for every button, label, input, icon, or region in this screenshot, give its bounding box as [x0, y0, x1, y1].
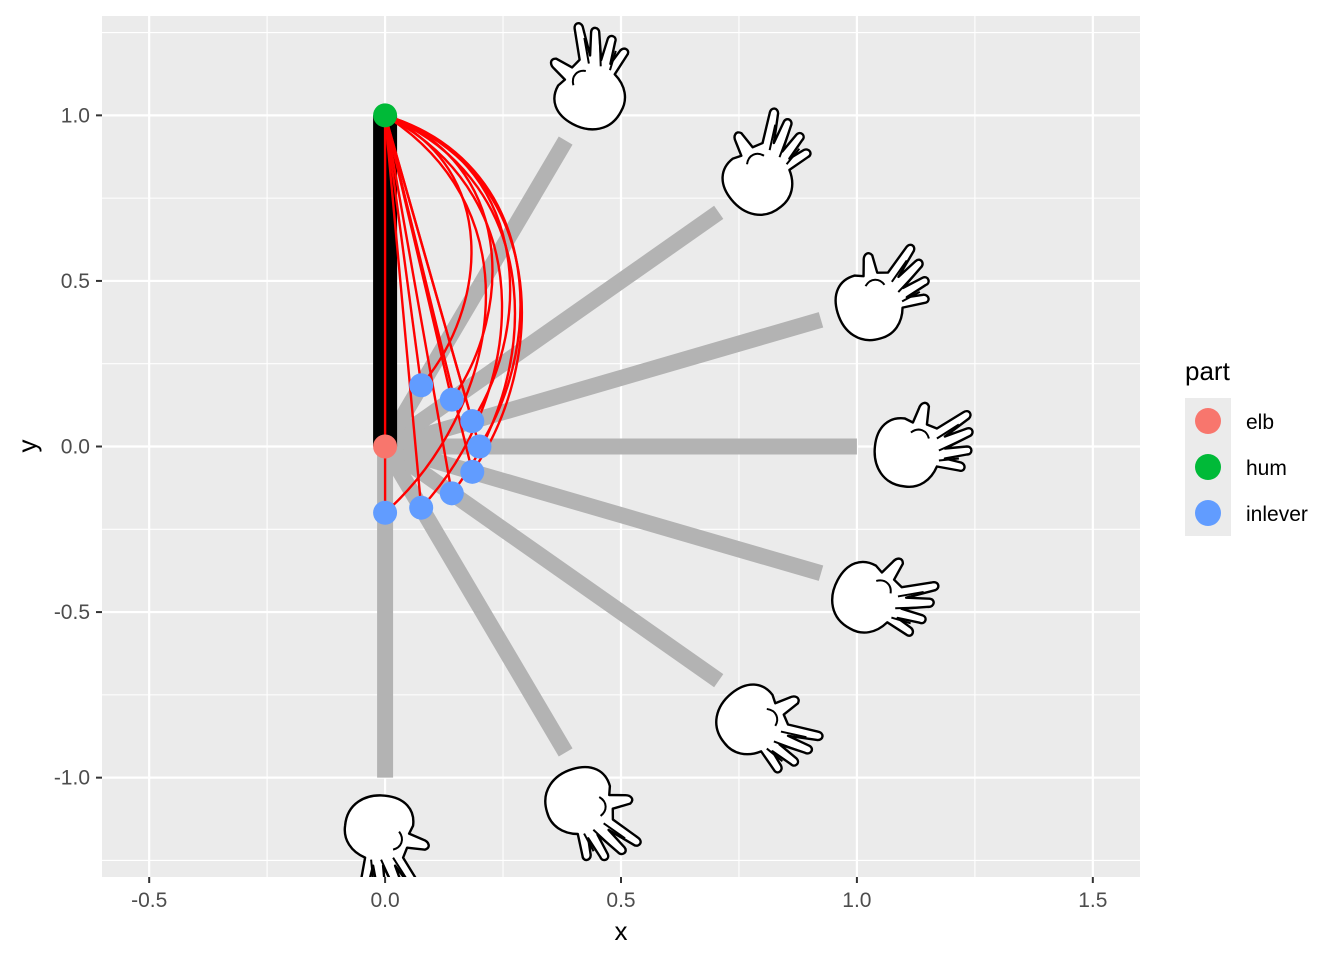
legend-label-inlever: inlever: [1246, 503, 1308, 526]
y-tick-label: 1.0: [61, 104, 90, 127]
muscle-curve: [384, 114, 512, 422]
y-axis: -1.0 -0.5 0.0 0.5 1.0: [54, 104, 102, 790]
forearm-line: [380, 205, 724, 454]
legend-title: part: [1185, 356, 1231, 386]
muscle-line: [383, 115, 453, 494]
muscle-curve: [384, 114, 494, 401]
point-inlever: [439, 481, 464, 506]
forearm-line: [382, 438, 824, 581]
y-tick-label: 0.0: [61, 436, 90, 459]
x-tick-label: 0.5: [606, 889, 635, 912]
y-tick-label: -1.0: [54, 767, 90, 790]
x-tick-label: 1.5: [1078, 889, 1107, 912]
point-inlever: [409, 373, 434, 398]
legend-label-hum: hum: [1246, 457, 1287, 480]
legend-key-elb: [1195, 408, 1221, 434]
legend: part elb hum inlever: [1185, 356, 1308, 536]
y-axis-title: y: [12, 440, 42, 453]
x-tick-label: 0.0: [370, 889, 399, 912]
point-inlever: [439, 387, 464, 412]
point-inlever: [460, 409, 485, 434]
x-tick-label: 1.0: [842, 889, 871, 912]
legend-label-elb: elb: [1246, 411, 1274, 434]
muscle-curve: [384, 114, 473, 387]
y-tick-label: 0.5: [61, 270, 90, 293]
muscle-line: [383, 115, 423, 386]
muscle-curve: [384, 114, 488, 514]
muscle-line: [383, 115, 423, 508]
point-inlever: [467, 434, 492, 459]
x-axis: -0.5 0.0 0.5 1.0 1.5: [131, 877, 1107, 912]
forearm-line: [382, 312, 824, 455]
point-inlever: [409, 495, 434, 520]
muscle-curves: [383, 114, 523, 514]
point-inlever: [460, 459, 485, 484]
data-points: [373, 103, 492, 525]
muscle-line: [383, 115, 453, 400]
muscle-curve: [384, 114, 504, 509]
legend-key-hum: [1195, 454, 1221, 480]
muscle-line: [383, 115, 474, 422]
point-inlever: [373, 500, 398, 525]
legend-key-inlever: [1195, 500, 1221, 526]
point-hum: [373, 103, 398, 128]
x-tick-label: -0.5: [131, 889, 167, 912]
x-axis-title: x: [615, 916, 628, 946]
y-tick-label: -0.5: [54, 601, 90, 624]
point-elb: [373, 434, 398, 459]
